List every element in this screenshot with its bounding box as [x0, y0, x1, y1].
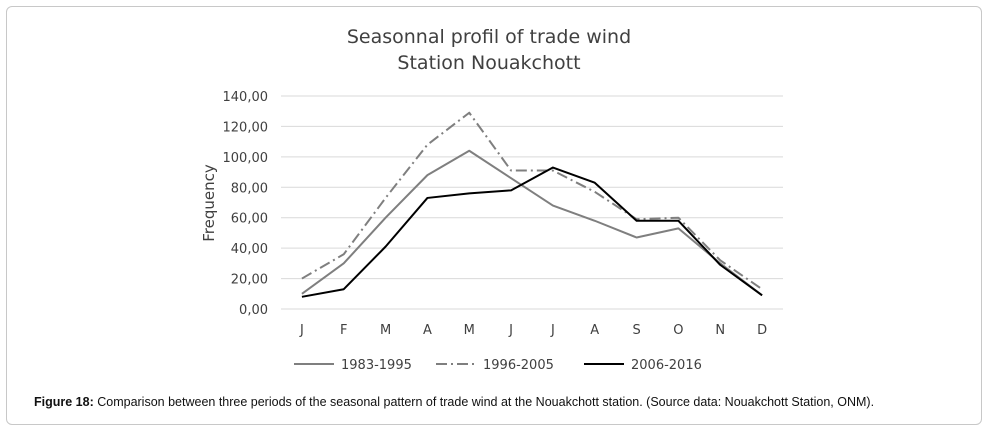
- y-tick-label: 40,00: [231, 242, 268, 257]
- legend: 1983-1995 1996-2005 2006-2016: [294, 358, 702, 373]
- legend-label-0: 1983-1995: [341, 358, 412, 373]
- y-tick-labels: 0,00 20,00 40,00 60,00 80,00 100,00 120,00 140,…: [223, 90, 269, 318]
- legend-label-2: 2006-2016: [631, 358, 702, 373]
- y-tick-label: 60,00: [231, 212, 268, 227]
- y-tick-label: 140,00: [223, 90, 269, 105]
- figure-caption-label: Figure 18:: [34, 395, 94, 409]
- figure-frame: [6, 6, 982, 425]
- x-tick-label: J: [508, 323, 513, 338]
- series-lines: [301, 111, 763, 298]
- y-tick-label: 20,00: [231, 273, 268, 288]
- x-tick-label: S: [632, 323, 640, 338]
- y-tick-label: 0,00: [239, 303, 268, 318]
- series-line-0: [301, 149, 763, 297]
- x-tick-label: O: [673, 323, 683, 338]
- chart-title-line-2: Station Nouakchott: [397, 52, 580, 74]
- series-line-1: [301, 111, 763, 291]
- figure-caption-text: Comparison between three periods of the …: [93, 395, 875, 409]
- x-tick-label: M: [464, 323, 475, 338]
- x-tick-label: M: [380, 323, 391, 338]
- y-tick-label: 120,00: [223, 120, 269, 135]
- y-axis-label: Frequency: [200, 164, 218, 242]
- x-tick-label: A: [423, 323, 432, 338]
- x-tick-label: F: [340, 323, 347, 338]
- x-tick-label: A: [590, 323, 599, 338]
- x-tick-label: N: [715, 323, 725, 338]
- x-tick-label: J: [550, 323, 555, 338]
- y-tick-label: 80,00: [231, 181, 268, 196]
- y-tick-label: 100,00: [223, 151, 269, 166]
- chart-title-line-1: Seasonnal profil of trade wind: [347, 26, 631, 48]
- chart-title: Seasonnal profil of trade wind Station N…: [347, 26, 631, 74]
- legend-label-1: 1996-2005: [483, 358, 554, 373]
- x-tick-label: J: [299, 323, 304, 338]
- figure-caption: Figure 18: Comparison between three peri…: [34, 395, 964, 409]
- series-line-2: [301, 166, 763, 298]
- gridlines: [281, 95, 783, 310]
- x-tick-label: D: [757, 323, 767, 338]
